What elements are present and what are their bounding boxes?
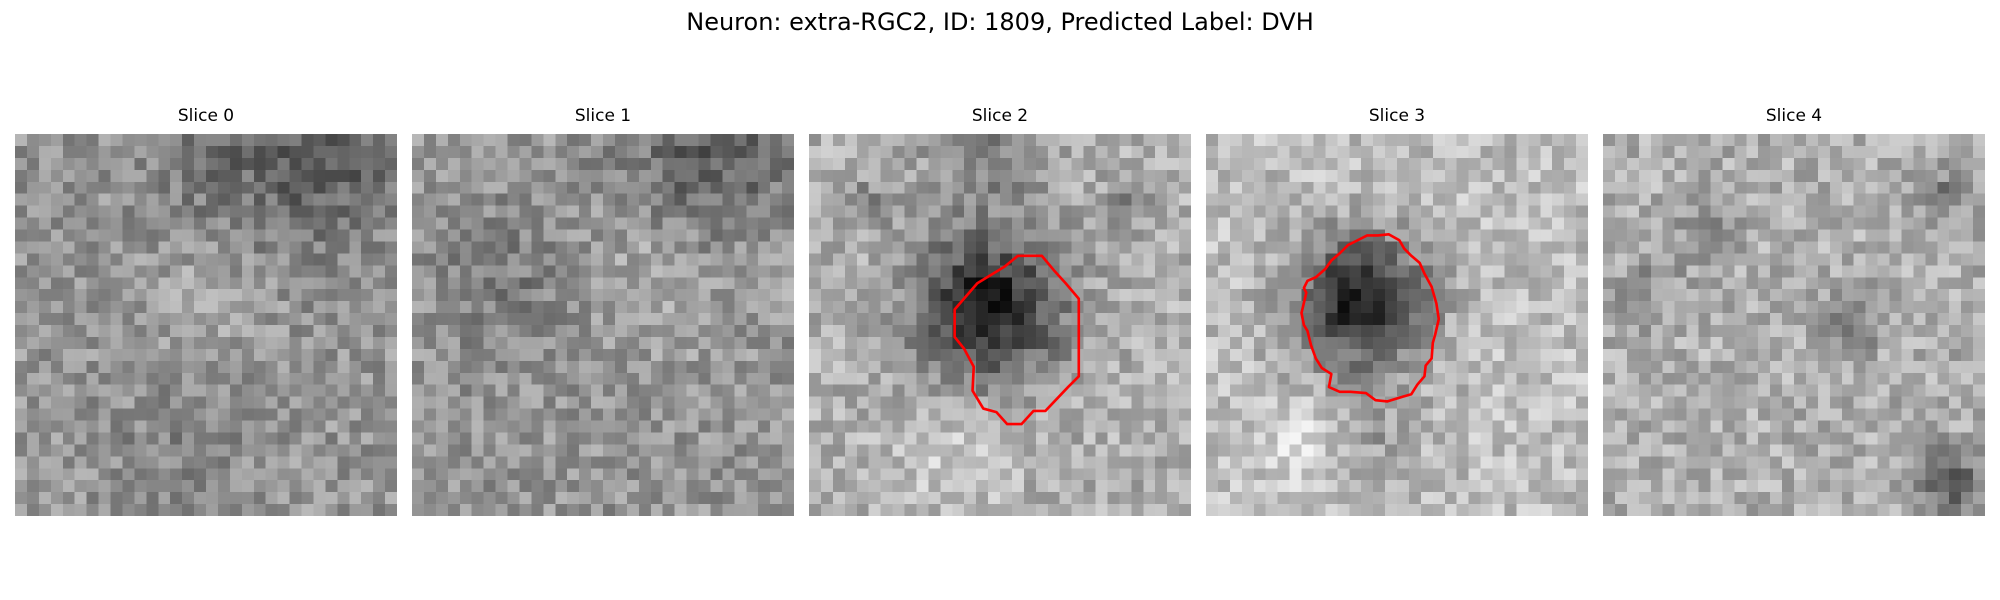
roi-contour xyxy=(1300,232,1441,403)
slice-image xyxy=(809,134,1191,516)
slice-title: Slice 0 xyxy=(177,106,235,126)
slice-image xyxy=(1603,134,1985,516)
slice-panel-4: Slice 4 xyxy=(1603,106,1985,516)
slice-panel-2: Slice 2 xyxy=(809,106,1191,516)
slice-image xyxy=(15,134,397,516)
slice-image xyxy=(412,134,794,516)
slice-title: Slice 1 xyxy=(574,106,632,126)
slice-image xyxy=(1206,134,1588,516)
slice-panel-3: Slice 3 xyxy=(1206,106,1588,516)
slice-panel-1: Slice 1 xyxy=(412,106,794,516)
slice-title: Slice 4 xyxy=(1765,106,1823,126)
slice-title: Slice 3 xyxy=(1368,106,1426,126)
slice-panel-0: Slice 0 xyxy=(15,106,397,516)
figure-title: Neuron: extra-RGC2, ID: 1809, Predicted … xyxy=(686,8,1314,36)
roi-contour xyxy=(953,254,1081,426)
slice-title: Slice 2 xyxy=(971,106,1029,126)
